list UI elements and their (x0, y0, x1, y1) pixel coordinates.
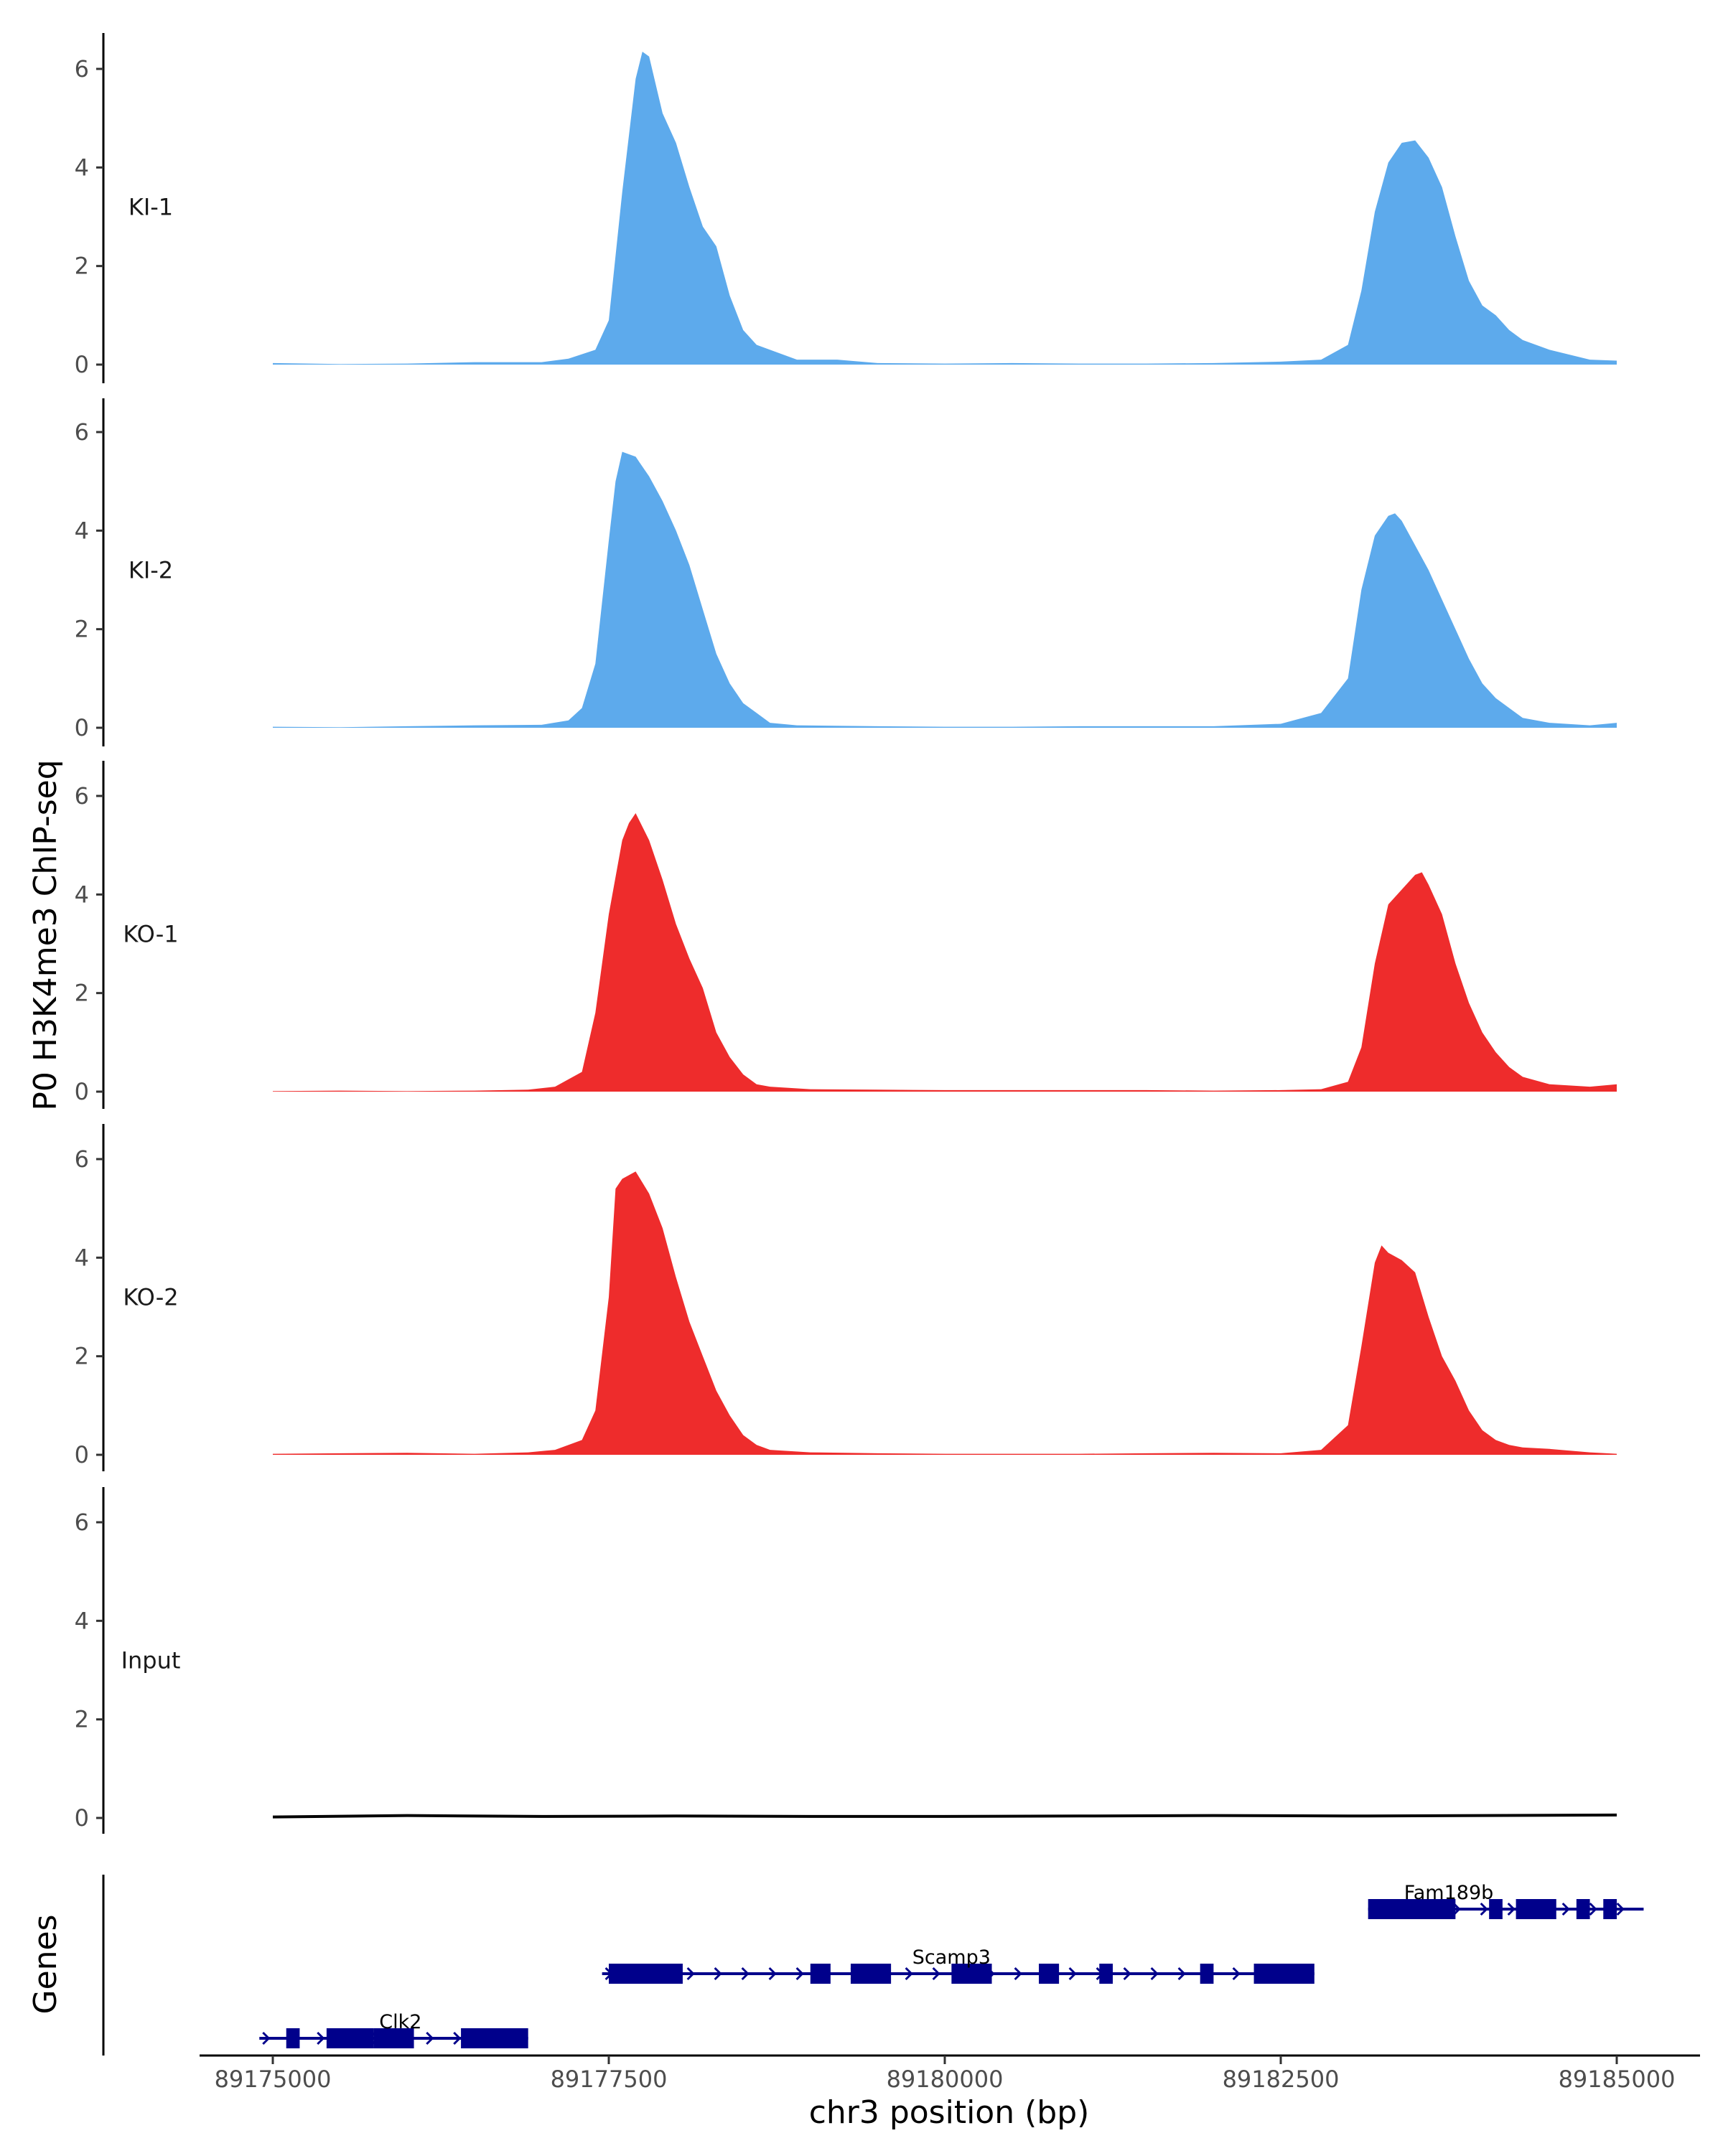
gene-exon (1099, 1964, 1113, 1984)
gene-name-label: Fam189b (1404, 1882, 1494, 1904)
gene-exon (1489, 1899, 1503, 1919)
x-tick-label: 89177500 (551, 2066, 668, 2093)
strand-arrow (932, 1967, 940, 1981)
gene-exon (326, 2028, 374, 2048)
y-tick-label: 2 (75, 253, 89, 280)
track-label: Input (121, 1646, 181, 1674)
y-tick-label: 4 (75, 517, 89, 544)
y-tick-label: 2 (75, 1343, 89, 1370)
strand-arrow (1123, 1967, 1131, 1981)
gene-fam189b: Fam189b (1368, 1882, 1644, 1919)
track-ki-1: 0 2 4 6 KI-1 (75, 33, 1617, 383)
y-tick-label: 4 (75, 1244, 89, 1271)
y-tick-label: 2 (75, 616, 89, 643)
track-ki-2: 0 2 4 6 KI-2 (75, 398, 1617, 746)
x-tick-label: 89185000 (1559, 2066, 1676, 2093)
strand-arrow (1589, 1902, 1597, 1916)
x-tick-label: 89180000 (887, 2066, 1004, 2093)
gene-exon (850, 1964, 892, 1984)
gene-exon (286, 2028, 300, 2048)
x-axis: 89175000 89177500 89180000 89182500 89185000 (200, 2054, 1700, 2093)
y-tick-label: 2 (75, 980, 89, 1007)
track-signal-area (273, 813, 1617, 1092)
strand-arrow (1616, 1902, 1625, 1916)
y-tick-label: 6 (75, 782, 89, 810)
track-signal-area (273, 451, 1617, 728)
track-label: KI-1 (129, 193, 173, 220)
track-ko-2: 0 2 4 6 KO-2 (75, 1124, 1617, 1471)
strand-arrow (317, 2031, 325, 2045)
tracks-layer: 0 2 4 6 KI-1 0 2 4 6 KI-2 0 2 4 6 KO-1 0 2 4 6 KO-2 0 2 4 6 Inpu… (75, 33, 1617, 1834)
strand-arrow (426, 2031, 434, 2045)
gene-clk2: Clk2 (259, 2011, 528, 2048)
gene-exon (461, 2028, 528, 2048)
y-tick-label: 0 (75, 351, 89, 378)
y-tick-label: 6 (75, 1509, 89, 1536)
strand-arrow (1150, 1967, 1159, 1981)
y-tick-label: 4 (75, 881, 89, 908)
y-tick-label: 0 (75, 1078, 89, 1105)
y-tick-label: 6 (75, 418, 89, 446)
track-label: KO-1 (123, 920, 178, 947)
strand-arrow (1068, 1967, 1077, 1981)
strand-arrow (905, 1967, 913, 1981)
y-tick-label: 2 (75, 1706, 89, 1733)
gene-exon (1603, 1899, 1617, 1919)
gene-name-label: Scamp3 (912, 1946, 991, 1969)
y-axis-title: P0 H3K4me3 ChIP-seq (27, 759, 64, 1110)
strand-arrow (741, 1967, 750, 1981)
strand-arrow (453, 2031, 462, 2045)
genes-layer: Fam189b Scamp3 Clk2 (102, 1875, 1644, 2056)
x-tick-label: 89182500 (1223, 2066, 1340, 2093)
gene-name-label: Clk2 (379, 2011, 421, 2033)
gene-exon (1576, 1899, 1590, 1919)
gene-exon (1368, 1899, 1456, 1919)
strand-arrow (1507, 1902, 1516, 1916)
y-tick-label: 0 (75, 714, 89, 741)
y-tick-label: 0 (75, 1441, 89, 1468)
strand-arrow (1561, 1902, 1570, 1916)
gene-exon (1039, 1964, 1060, 1984)
track-signal-area (273, 52, 1617, 365)
track-signal-area (273, 1171, 1617, 1455)
x-axis-title: chr3 position (bp) (809, 2094, 1090, 2131)
gene-exon (810, 1964, 831, 1984)
x-tick-label: 89175000 (215, 2066, 332, 2093)
gene-exon (1253, 1964, 1315, 1984)
gene-exon (373, 2028, 414, 2048)
track-ko-1: 0 2 4 6 KO-1 (75, 761, 1617, 1109)
gene-exon (1200, 1964, 1214, 1984)
y-tick-label: 6 (75, 1145, 89, 1173)
strand-arrow (686, 1967, 695, 1981)
y-tick-label: 4 (75, 154, 89, 181)
gene-exon (951, 1964, 992, 1984)
y-tick-label: 0 (75, 1804, 89, 1832)
y-tick-label: 4 (75, 1607, 89, 1634)
strand-arrow (1232, 1967, 1241, 1981)
track-label: KI-2 (129, 556, 173, 583)
genes-panel-title: Genes (27, 1914, 64, 2014)
strand-arrow (1480, 1902, 1488, 1916)
strand-arrow (714, 1967, 722, 1981)
track-input: 0 2 4 6 Input (75, 1487, 1617, 1834)
y-tick-label: 6 (75, 55, 89, 83)
gene-exon (609, 1964, 683, 1984)
strand-arrow (262, 2031, 271, 2045)
strand-arrow (1177, 1967, 1186, 1981)
strand-arrow (795, 1967, 804, 1981)
track-label: KO-2 (123, 1283, 178, 1311)
gene-exon (1516, 1899, 1556, 1919)
track-signal-line (272, 1813, 1617, 1819)
strand-arrow (768, 1967, 777, 1981)
strand-arrow (1014, 1967, 1022, 1981)
gene-scamp3: Scamp3 (602, 1946, 1315, 1984)
